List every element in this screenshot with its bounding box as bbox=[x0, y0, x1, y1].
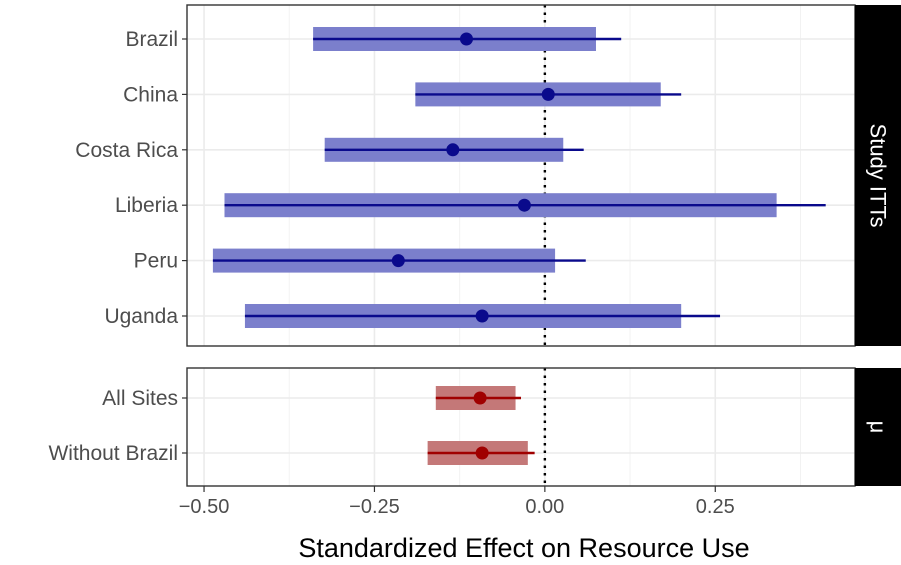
x-tick-label: 0.25 bbox=[696, 496, 735, 518]
row-peru: Peru bbox=[134, 248, 586, 273]
panel-mu: All Sites Without Brazil μ bbox=[48, 367, 901, 487]
y-tick-label: Uganda bbox=[104, 305, 178, 328]
point-estimate bbox=[541, 87, 555, 101]
x-tick-label: 0.00 bbox=[525, 496, 564, 518]
y-tick-label: All Sites bbox=[102, 387, 178, 410]
facet-strip bbox=[855, 368, 901, 486]
y-tick-label: Peru bbox=[134, 250, 178, 273]
y-tick-label: China bbox=[123, 83, 178, 106]
point-estimate bbox=[475, 309, 489, 323]
facet-strip-label: μ bbox=[866, 421, 891, 434]
x-tick-label: −0.50 bbox=[179, 496, 230, 518]
x-axis: −0.50 −0.25 0.00 0.25 bbox=[179, 486, 735, 518]
point-estimate bbox=[446, 143, 460, 157]
y-tick-label: Without Brazil bbox=[48, 442, 178, 465]
y-tick-label: Costa Rica bbox=[75, 139, 178, 162]
panel-study-itts: Brazil China Costa Rica Liberia Peru Uganda St… bbox=[75, 4, 901, 347]
x-axis-title: Standardized Effect on Resource Use bbox=[298, 533, 749, 563]
row-china: China bbox=[123, 82, 682, 107]
y-tick-label: Brazil bbox=[125, 28, 178, 51]
point-estimate bbox=[459, 32, 473, 46]
x-tick-label: −0.25 bbox=[349, 496, 400, 518]
row-uganda: Uganda bbox=[104, 304, 721, 328]
point-estimate bbox=[391, 254, 405, 268]
point-estimate bbox=[517, 198, 531, 212]
row-brazil: Brazil bbox=[125, 27, 622, 51]
facet-strip-label: Study ITTs bbox=[866, 124, 891, 228]
row-all-sites: All Sites bbox=[102, 386, 521, 410]
row-without-brazil: Without Brazil bbox=[48, 441, 535, 465]
panel-background bbox=[187, 368, 855, 486]
row-liberia: Liberia bbox=[115, 193, 826, 218]
facet-strip bbox=[855, 5, 901, 346]
point-estimate bbox=[473, 391, 487, 405]
panel-background bbox=[187, 5, 855, 346]
y-tick-label: Liberia bbox=[115, 194, 178, 217]
row-costa-rica: Costa Rica bbox=[75, 137, 584, 162]
point-estimate bbox=[475, 446, 489, 460]
